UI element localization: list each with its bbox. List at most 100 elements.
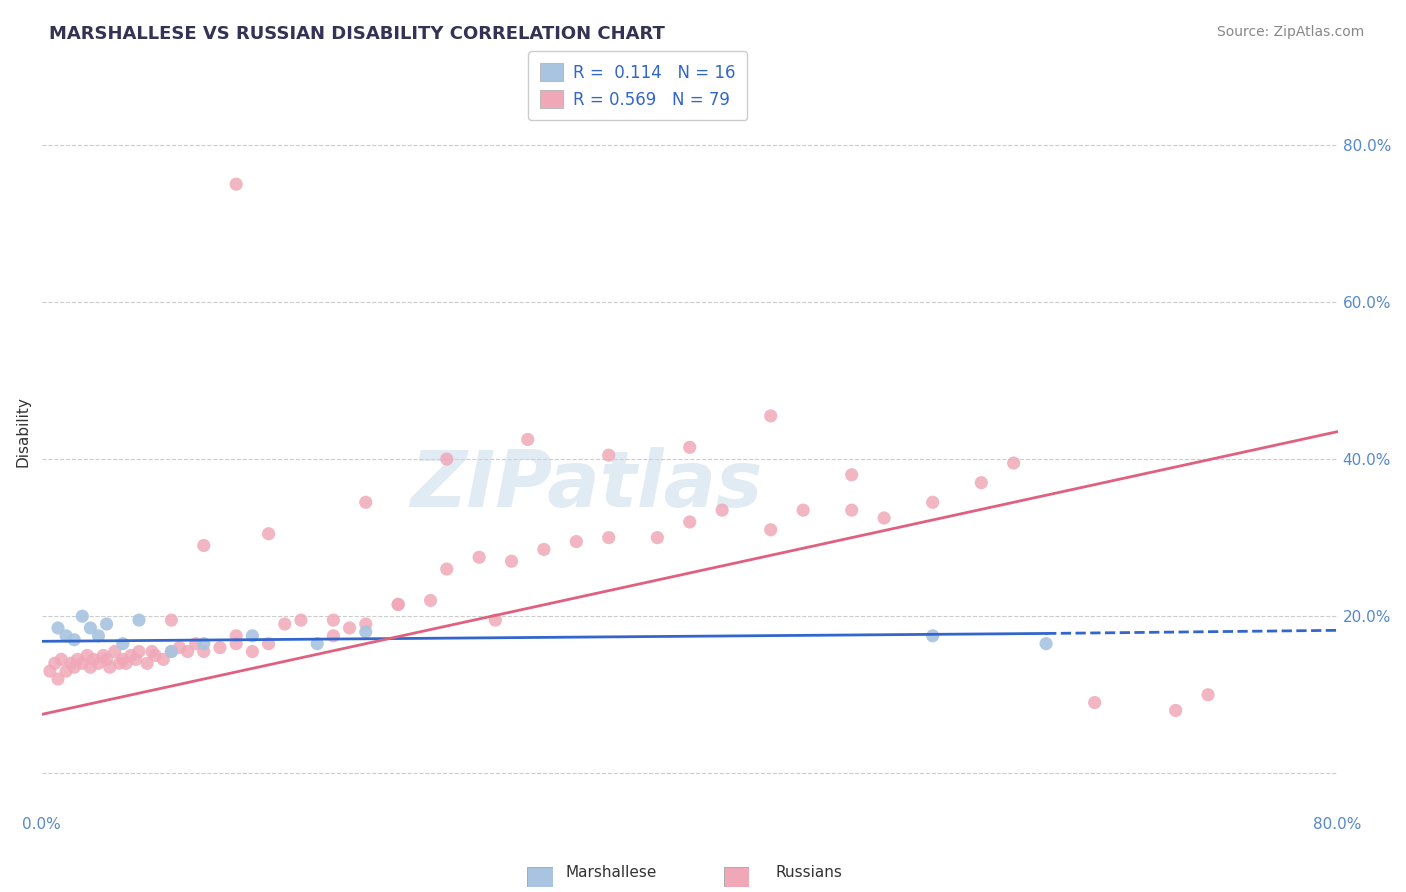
Point [873, 511, 896, 525]
Point [225, 637, 247, 651]
Point [93, 648, 115, 663]
Point [87, 629, 110, 643]
Point [208, 640, 231, 655]
Point [125, 652, 148, 666]
Point [136, 657, 159, 671]
Legend: R =  0.114   N = 16, R = 0.569   N = 79: R = 0.114 N = 16, R = 0.569 N = 79 [529, 52, 748, 120]
Point [176, 644, 198, 658]
Point [354, 495, 377, 509]
Point [647, 531, 669, 545]
Point [96, 617, 118, 632]
Point [141, 644, 163, 658]
Point [1084, 696, 1107, 710]
Y-axis label: Disability: Disability [15, 396, 30, 467]
Point [152, 652, 174, 666]
Point [841, 503, 863, 517]
Point [792, 503, 814, 517]
Point [598, 448, 620, 462]
Point [565, 534, 588, 549]
Point [87, 657, 110, 671]
Point [63, 632, 86, 647]
Point [921, 629, 943, 643]
Point [339, 621, 361, 635]
Point [468, 550, 491, 565]
Point [484, 613, 506, 627]
Point [711, 503, 734, 517]
Point [274, 617, 297, 632]
Text: MARSHALLESE VS RUSSIAN DISABILITY CORRELATION CHART: MARSHALLESE VS RUSSIAN DISABILITY CORREL… [49, 25, 665, 43]
Point [307, 637, 329, 651]
Point [242, 644, 264, 658]
Point [96, 652, 118, 666]
Text: ZIPatlas: ZIPatlas [411, 447, 762, 523]
Point [46, 621, 69, 635]
Point [193, 539, 215, 553]
Point [120, 648, 142, 663]
Point [51, 652, 73, 666]
Point [225, 178, 247, 192]
Point [160, 644, 183, 658]
Point [1035, 637, 1057, 651]
Point [63, 660, 86, 674]
Point [387, 598, 409, 612]
Point [257, 526, 280, 541]
Point [679, 515, 702, 529]
Point [108, 657, 131, 671]
Point [160, 613, 183, 627]
Point [160, 644, 183, 658]
Point [679, 440, 702, 454]
Point [55, 629, 77, 643]
Point [115, 657, 138, 671]
Point [38, 664, 60, 678]
Point [242, 629, 264, 643]
Point [436, 562, 458, 576]
Point [1197, 688, 1219, 702]
Point [759, 523, 782, 537]
Point [111, 637, 134, 651]
Point [83, 652, 105, 666]
Point [225, 629, 247, 643]
Point [501, 554, 523, 568]
Text: Source: ZipAtlas.com: Source: ZipAtlas.com [1216, 25, 1364, 39]
Point [143, 648, 166, 663]
Point [184, 637, 207, 651]
Point [970, 475, 993, 490]
Point [128, 613, 150, 627]
Point [46, 672, 69, 686]
Point [921, 495, 943, 509]
Point [419, 593, 441, 607]
Point [257, 637, 280, 651]
Point [128, 644, 150, 658]
Point [759, 409, 782, 423]
Point [387, 598, 409, 612]
Point [290, 613, 312, 627]
Point [72, 657, 94, 671]
Point [1164, 703, 1187, 717]
Point [76, 648, 98, 663]
Point [1002, 456, 1025, 470]
Point [354, 617, 377, 632]
Point [169, 640, 191, 655]
Point [322, 613, 344, 627]
Point [516, 433, 538, 447]
Point [598, 531, 620, 545]
Point [354, 624, 377, 639]
Point [55, 664, 77, 678]
Point [322, 629, 344, 643]
Point [72, 609, 94, 624]
Point [66, 652, 89, 666]
Point [98, 660, 121, 674]
Point [104, 644, 127, 658]
Point [193, 637, 215, 651]
Point [193, 644, 215, 658]
Point [79, 621, 101, 635]
Text: Russians: Russians [775, 865, 842, 880]
Point [841, 467, 863, 482]
Point [44, 657, 66, 671]
Point [436, 452, 458, 467]
Point [59, 657, 82, 671]
Point [111, 652, 134, 666]
Point [79, 660, 101, 674]
Point [533, 542, 555, 557]
Text: Marshallese: Marshallese [567, 865, 657, 880]
